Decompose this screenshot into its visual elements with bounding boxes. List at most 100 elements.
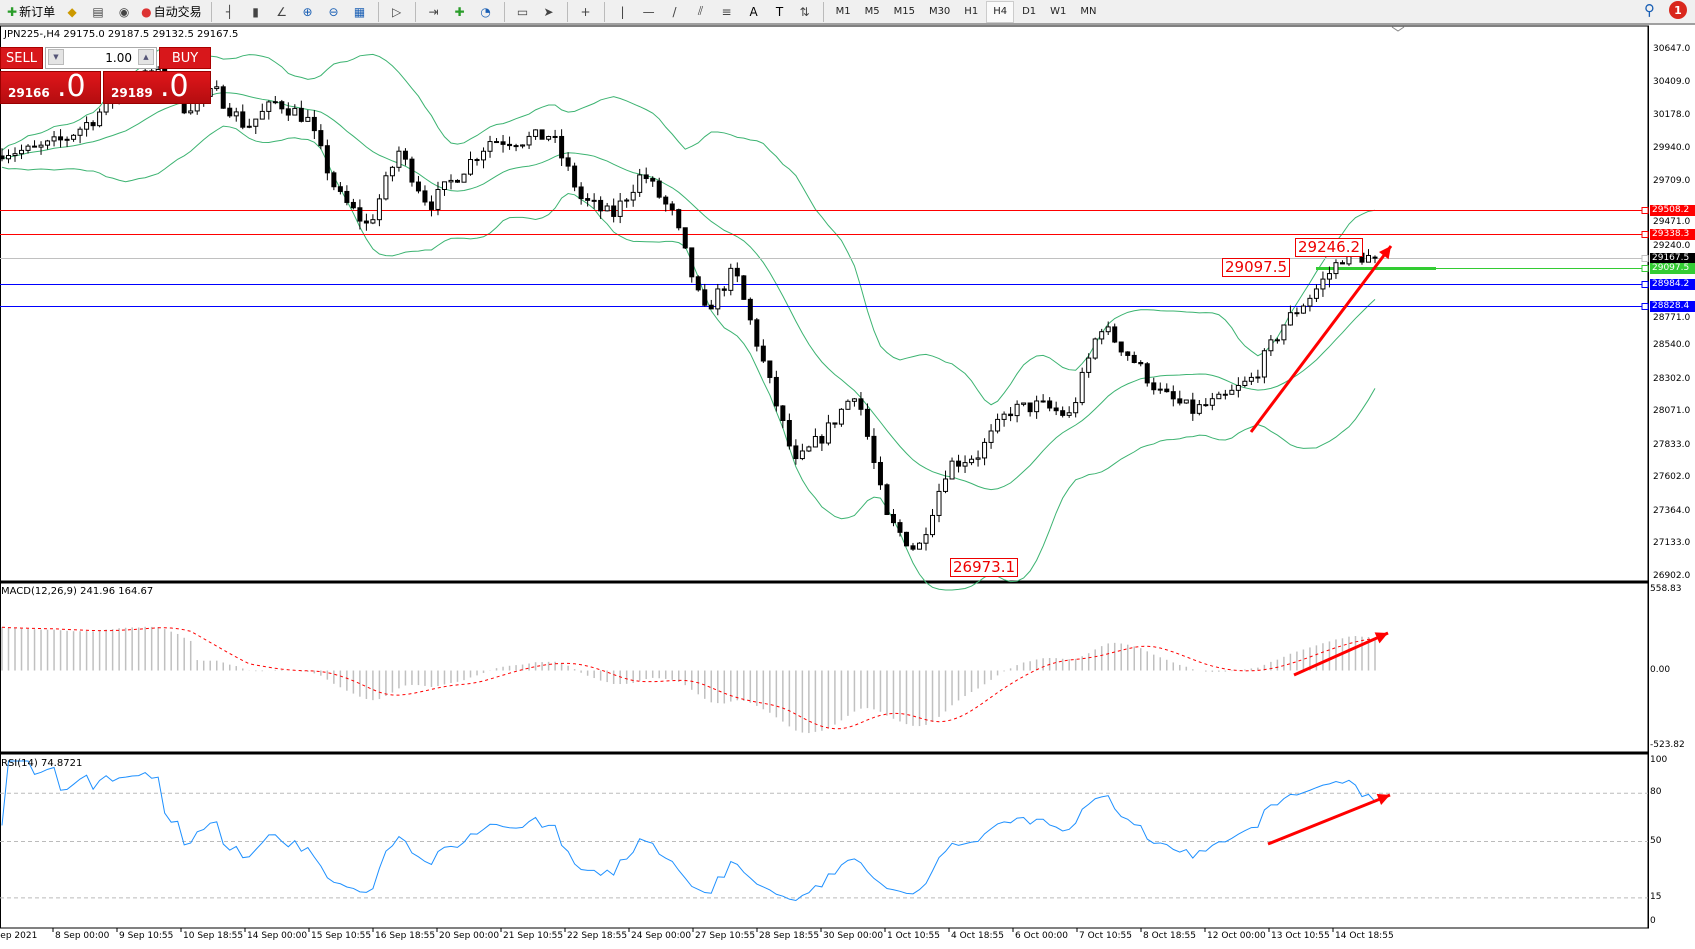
sell-price[interactable]: 29166 .0 <box>0 69 101 104</box>
price-line-label: 28828.4 <box>1650 300 1695 312</box>
tile-windows-button[interactable]: ▦ <box>348 1 372 23</box>
chart-shift-button[interactable]: ⇥ <box>422 1 446 23</box>
candle <box>1001 413 1007 420</box>
candle <box>1170 391 1176 400</box>
timeframe-mn[interactable]: MN <box>1080 6 1097 17</box>
rsi-axis-label: 15 <box>1650 891 1662 902</box>
time-axis-label: 7 Oct 10:55 <box>1079 931 1132 941</box>
candle <box>1235 384 1241 391</box>
candle <box>38 144 44 148</box>
cursor-button[interactable]: ➤ <box>537 1 561 23</box>
equidistant-channel-button[interactable]: ⫽ <box>689 1 713 23</box>
toolbar-separator <box>377 1 379 22</box>
timeframe-h1[interactable]: H1 <box>964 6 979 17</box>
candle <box>1164 388 1170 393</box>
templates-button[interactable]: ▭ <box>511 1 535 23</box>
time-axis-label: 22 Sep 18:55 <box>567 931 628 941</box>
candle <box>728 267 734 291</box>
candle <box>975 457 981 460</box>
arrows-button[interactable]: ⇅ <box>793 1 817 23</box>
timeframe-m5[interactable]: M5 <box>864 6 880 17</box>
price-axis-label: 28302.0 <box>1653 373 1691 384</box>
candle <box>370 219 376 224</box>
candle <box>864 408 870 437</box>
candle <box>1216 393 1222 400</box>
price-axis-label: 30647.0 <box>1653 44 1691 54</box>
notification-badge[interactable]: 1 <box>1669 1 1687 19</box>
line-chart-button[interactable]: ∠ <box>270 1 294 23</box>
macd-signal-line <box>1 626 1376 730</box>
rsi-label: RSI(14) 74.8721 <box>1 758 83 769</box>
toolbar-separator <box>566 1 568 22</box>
navigator-button[interactable]: ▤ <box>86 1 110 23</box>
candle <box>19 149 25 155</box>
annotation-level[interactable]: 29097.5 <box>1222 258 1291 277</box>
buy-price-pips: .0 <box>160 69 189 104</box>
timeframe-m1[interactable]: M1 <box>835 6 851 17</box>
timeframe-w1[interactable]: W1 <box>1050 6 1067 17</box>
trendline-button[interactable]: / <box>663 1 687 23</box>
candle <box>793 445 799 460</box>
rsi-axis-label: 0 <box>1650 916 1656 926</box>
candle <box>656 180 662 198</box>
candle <box>812 435 818 448</box>
candle <box>956 460 962 467</box>
search-icon[interactable]: ⚲ <box>1644 1 1655 19</box>
market-watch-button[interactable]: ◆ <box>60 1 84 23</box>
lot-size-input[interactable]: 1.00 <box>45 47 157 69</box>
new-order-button[interactable]: ✚ 新订单 <box>4 1 58 23</box>
annotation-high[interactable]: 29246.2 <box>1295 238 1364 257</box>
candle <box>1138 362 1144 365</box>
candle <box>643 174 649 180</box>
horizontal-line-button[interactable]: — <box>637 1 661 23</box>
toolbar-right: ⚲ 1 <box>1644 1 1687 19</box>
candle <box>298 107 304 122</box>
toolbar-separator <box>414 1 416 22</box>
candle <box>1372 256 1378 259</box>
candle <box>292 107 298 116</box>
candle <box>77 128 83 136</box>
candle <box>890 513 896 524</box>
annotation-low[interactable]: 26973.1 <box>950 558 1019 577</box>
lot-decrease-button[interactable]: ▼ <box>48 49 64 65</box>
candle <box>513 145 519 148</box>
zoom-out-button[interactable]: ⊖ <box>322 1 346 23</box>
indicators-button[interactable]: ✚ <box>448 1 472 23</box>
lot-increase-button[interactable]: ▲ <box>138 49 154 65</box>
price-axis-label: 29709.0 <box>1653 175 1691 186</box>
zoom-in-button[interactable]: ⊕ <box>296 1 320 23</box>
candlestick-button[interactable]: ▮ <box>244 1 268 23</box>
tile-windows-icon: ▦ <box>353 4 366 19</box>
timeframe-m15[interactable]: M15 <box>893 6 915 17</box>
candle <box>520 144 526 147</box>
candle <box>565 157 571 167</box>
buy-button[interactable]: BUY <box>159 47 211 69</box>
timeframe-h4[interactable]: H4 <box>986 0 1015 23</box>
buy-price[interactable]: 29189 .0 <box>103 69 211 104</box>
horizontal-line-icon: — <box>642 4 655 19</box>
candle <box>6 155 12 160</box>
periods-button[interactable]: ◔ <box>474 1 498 23</box>
sell-button[interactable]: SELL <box>0 47 43 69</box>
candle <box>246 125 252 128</box>
candle <box>682 227 688 249</box>
timeframe-m30[interactable]: M30 <box>928 6 951 17</box>
timeframe-d1[interactable]: D1 <box>1022 6 1037 17</box>
candle <box>734 267 740 277</box>
auto-trading-button[interactable]: ● 自动交易 <box>138 1 205 23</box>
auto-scroll-button[interactable]: ▷ <box>385 1 409 23</box>
text-label-button[interactable]: T <box>767 1 791 23</box>
crosshair-icon: + <box>580 4 591 19</box>
candle <box>767 360 773 378</box>
fibonacci-button[interactable]: ≡ <box>715 1 739 23</box>
vertical-line-button[interactable]: | <box>611 1 635 23</box>
candle <box>598 199 604 212</box>
signal-button[interactable]: ◉ <box>112 1 136 23</box>
text-button[interactable]: A <box>741 1 765 23</box>
crosshair-button[interactable]: + <box>574 1 598 23</box>
time-axis-label: 20 Sep 00:00 <box>439 931 500 941</box>
candle <box>858 398 864 410</box>
zoom-in-icon: ⊕ <box>302 4 313 19</box>
bar-chart-button[interactable]: ┤ <box>218 1 242 23</box>
